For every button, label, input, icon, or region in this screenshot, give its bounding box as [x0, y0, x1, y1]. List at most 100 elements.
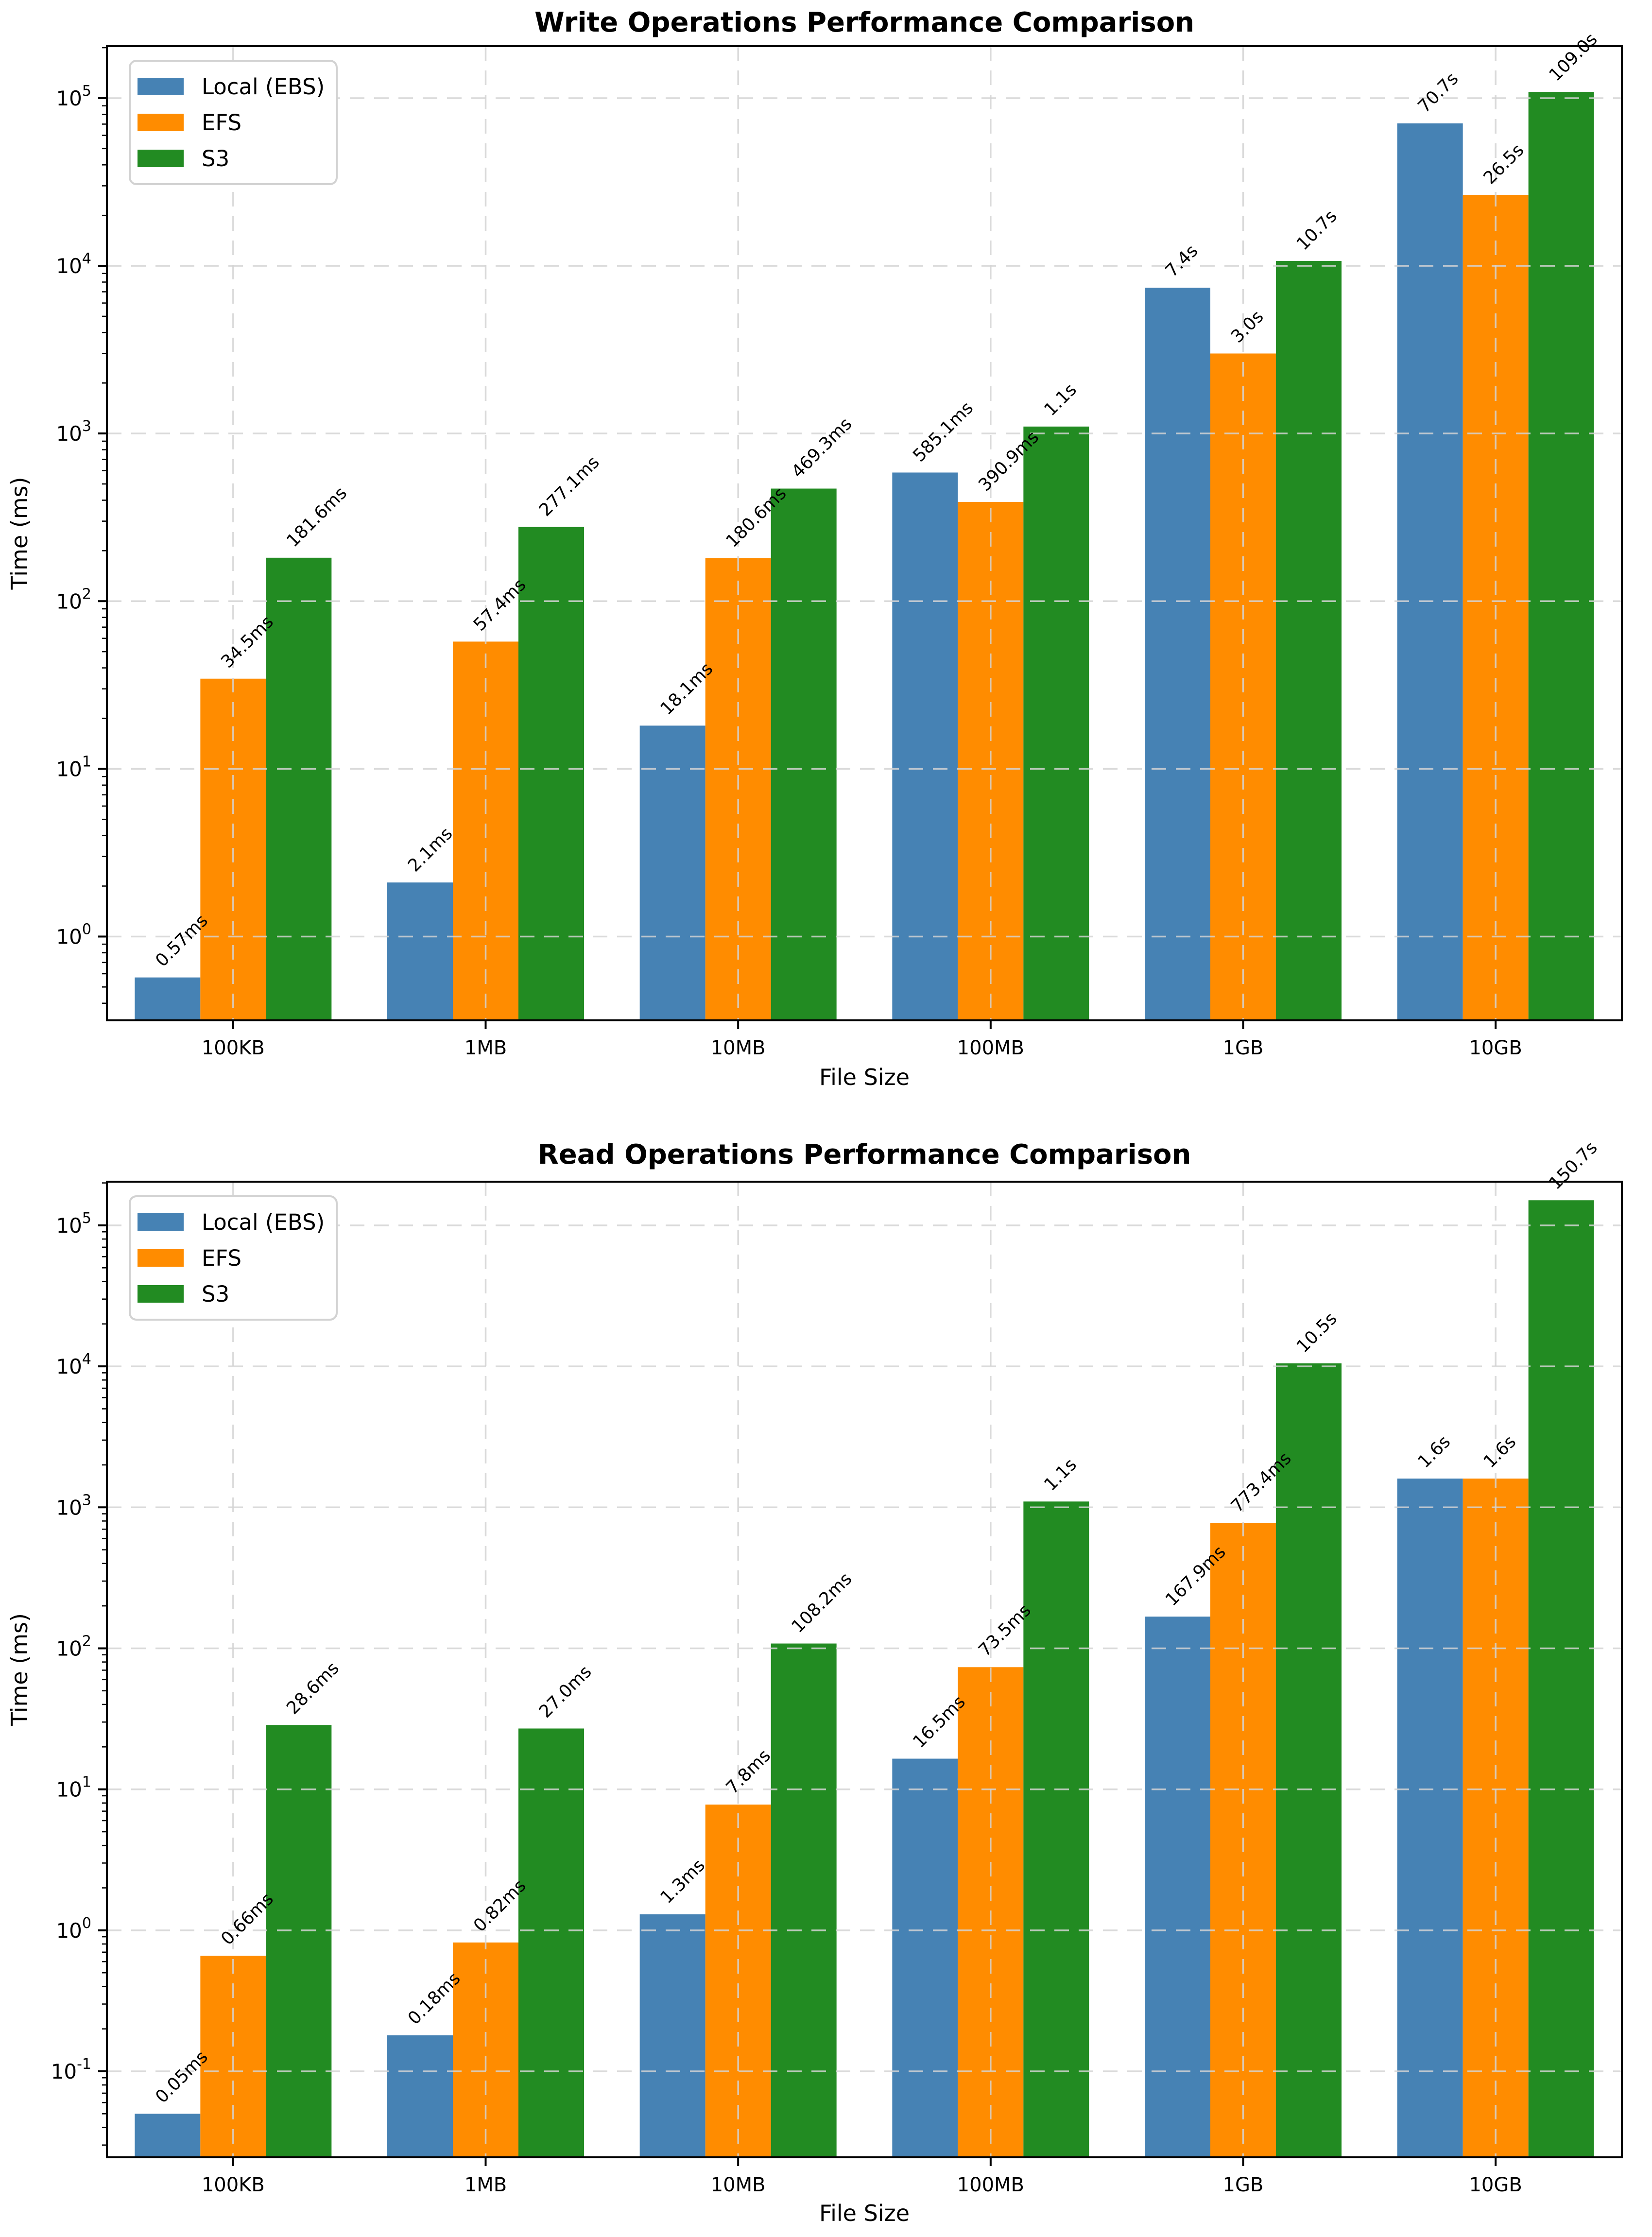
y-tick-label: 105 [56, 83, 91, 110]
plot-border [106, 1181, 1623, 2158]
efs-swatch-icon [138, 1249, 184, 1267]
legend-label: Local (EBS) [202, 1209, 325, 1235]
bar-value-label: 1.1s [1040, 380, 1081, 420]
bar-value-label: 585.1ms [909, 398, 977, 466]
bar-S3-100KB [266, 1725, 332, 2157]
bar-Local (EBS)-1GB [1145, 288, 1210, 1020]
bar-EFS-1MB [453, 1942, 518, 2157]
bar-Local (EBS)-1MB [387, 882, 453, 1020]
bar-EFS-10MB [705, 1804, 771, 2157]
x-tick-label-10GB: 10GB [1469, 1037, 1522, 1059]
bar-S3-10GB [1528, 1200, 1594, 2157]
y-tick-label: 101 [56, 753, 91, 781]
bar-S3-10MB [771, 488, 837, 1020]
y-tick-label: 10-1 [51, 2056, 91, 2083]
write-chart-legend: Local (EBS) EFS S3 [129, 60, 338, 185]
bar-value-label: 10.7s [1293, 206, 1341, 254]
legend-item-local-ebs: Local (EBS) [138, 69, 336, 104]
bar-S3-100KB [266, 557, 332, 1020]
y-tick-label: 103 [56, 418, 91, 446]
legend-label: EFS [202, 1245, 242, 1271]
bar-S3-100MB [1023, 1501, 1089, 2157]
bar-Local (EBS)-10MB [639, 1914, 706, 2157]
legend-item-efs: EFS [138, 104, 336, 140]
local-ebs-swatch-icon [138, 1213, 184, 1231]
y-tick-label: 102 [56, 585, 91, 613]
legend-item-efs: EFS [138, 1240, 336, 1276]
y-tick-label: 100 [56, 1915, 91, 1943]
bar-value-label: 28.6ms [283, 1658, 343, 1719]
x-tick-label-100MB: 100MB [957, 2174, 1024, 2196]
efs-swatch-icon [138, 114, 184, 131]
bar-value-label: 109.0s [1546, 29, 1601, 85]
bar-Local (EBS)-100MB [892, 472, 958, 1020]
bar-S3-1GB [1276, 260, 1342, 1020]
bar-value-label: 70.7s [1414, 69, 1463, 117]
local-ebs-swatch-icon [138, 78, 184, 95]
bar-value-label: 7.4s [1162, 241, 1202, 281]
read-chart-x-axis-label: File Size [819, 2200, 910, 2226]
x-tick-label-1GB: 1GB [1223, 2174, 1264, 2196]
bar-S3-100MB [1023, 426, 1089, 1020]
legend-label: S3 [202, 145, 230, 172]
x-tick-label-1GB: 1GB [1223, 1037, 1264, 1059]
bar-S3-10MB [771, 1643, 837, 2157]
bar-Local (EBS)-1MB [387, 2035, 453, 2157]
x-tick-label-100MB: 100MB [957, 1037, 1024, 1059]
bar-value-label: 3.0s [1227, 307, 1268, 347]
bar-value-label: 1.1s [1040, 1455, 1081, 1495]
x-tick-label-1MB: 1MB [465, 1037, 507, 1059]
read-chart-legend: Local (EBS) EFS S3 [129, 1195, 338, 1321]
bar-Local (EBS)-100KB [135, 977, 201, 1020]
bar-value-label: 2.1ms [404, 824, 457, 876]
y-axis-label: Time (ms) [6, 477, 33, 590]
bar-value-label: 1.3ms [657, 1856, 709, 1908]
bar-Local (EBS)-100MB [892, 1758, 958, 2157]
legend-item-s3: S3 [138, 1276, 336, 1312]
y-tick-label: 101 [56, 1774, 91, 1802]
bar-value-label: 181.6ms [283, 483, 351, 551]
bar-S3-1GB [1276, 1363, 1342, 2157]
bar-Local (EBS)-1GB [1145, 1617, 1210, 2157]
x-tick-label-10MB: 10MB [711, 2174, 766, 2196]
write-chart-plot: 100 101 102 103 104 105 100KB 1MB 10MB 100MB 1GB 10… [6, 29, 1623, 1059]
x-tick-label-10GB: 10GB [1469, 2174, 1522, 2196]
y-tick-label: 100 [56, 921, 91, 948]
x-tick-label-10MB: 10MB [711, 1037, 766, 1059]
legend-label: S3 [202, 1281, 230, 1307]
bar-Local (EBS)-100KB [135, 2114, 201, 2157]
bar-value-label: 277.1ms [535, 452, 603, 520]
bar-value-label: 26.5s [1480, 140, 1528, 188]
s3-swatch-icon [138, 150, 184, 167]
y-tick-label: 105 [56, 1210, 91, 1238]
legend-item-local-ebs: Local (EBS) [138, 1204, 336, 1240]
bar-value-label: 150.7s [1546, 1137, 1601, 1193]
read-chart-plot: 10-1 100 101 102 103 104 105 100KB 1MB 10MB 100MB 1… [6, 1137, 1623, 2196]
bar-Local (EBS)-10MB [639, 725, 706, 1020]
bar-value-label: 1.6s [1414, 1432, 1455, 1472]
x-tick-label-100KB: 100KB [202, 1037, 265, 1059]
read-chart-title: Read Operations Performance Comparison [537, 1139, 1191, 1170]
bar-Local (EBS)-10GB [1397, 1479, 1463, 2157]
plot-border [106, 45, 1623, 1021]
legend-label: Local (EBS) [202, 73, 325, 100]
y-tick-label: 103 [56, 1492, 91, 1519]
write-chart-x-axis-label: File Size [819, 1064, 910, 1090]
bar-value-label: 10.5s [1293, 1308, 1341, 1357]
x-tick-label-100KB: 100KB [202, 2174, 265, 2196]
bar-S3-10GB [1528, 92, 1594, 1020]
bar-S3-1MB [518, 1728, 584, 2157]
y-tick-label: 102 [56, 1633, 91, 1660]
x-tick-label-1MB: 1MB [465, 2174, 507, 2196]
bar-Local (EBS)-10GB [1397, 123, 1463, 1021]
legend-label: EFS [202, 109, 242, 136]
y-tick-label: 104 [56, 1351, 91, 1378]
y-axis-label: Time (ms) [6, 1613, 33, 1726]
bar-value-label: 1.6s [1480, 1432, 1520, 1472]
write-chart-title: Write Operations Performance Comparison [534, 7, 1195, 38]
bar-value-label: 469.3ms [788, 414, 856, 482]
bar-value-label: 27.0ms [535, 1662, 596, 1722]
y-tick-label: 104 [56, 250, 91, 278]
s3-swatch-icon [138, 1285, 184, 1303]
